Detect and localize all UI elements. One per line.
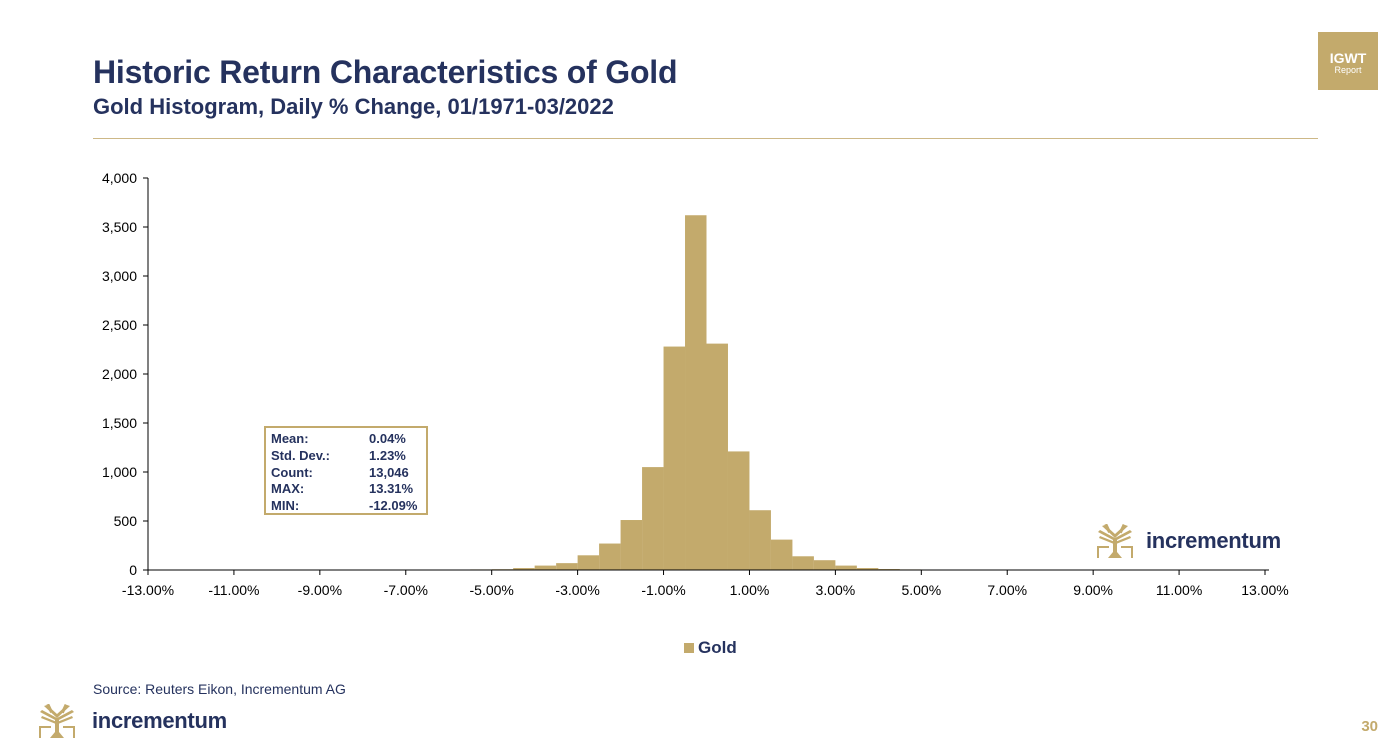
y-tick-label: 2,500: [102, 317, 137, 333]
y-tick-label: 0: [129, 562, 137, 578]
tree-logo-icon: [39, 704, 75, 738]
slide-title: Historic Return Characteristics of Gold: [93, 54, 678, 90]
histogram-bar: [835, 565, 857, 570]
x-axis-ticks: -13.00% -11.00% -9.00% -7.00% -5.00% -3.00% -1…: [122, 570, 1289, 598]
x-tick-label: 9.00%: [1073, 582, 1113, 598]
badge-sub-text: Report: [1334, 65, 1362, 75]
stat-row-std-dev: Std. Dev.: 1.23%: [271, 448, 422, 465]
histogram-bar: [577, 555, 600, 570]
x-tick-label: 3.00%: [816, 582, 856, 598]
x-tick-label: 7.00%: [987, 582, 1027, 598]
page-number: 30: [1361, 718, 1378, 735]
histogram-bar: [534, 565, 557, 570]
x-tick-label: -9.00%: [298, 582, 342, 598]
histogram-bar: [727, 451, 750, 570]
histogram-bar: [770, 539, 793, 570]
histogram-bar: [642, 467, 664, 570]
histogram-bar: [663, 346, 686, 570]
stat-value: 1.23%: [369, 447, 406, 463]
stat-value: 13.31%: [369, 481, 414, 497]
histogram-bar: [513, 568, 535, 570]
stat-label: MIN:: [271, 498, 300, 514]
histogram-bar: [792, 556, 814, 570]
y-tick-label: 3,000: [102, 268, 137, 284]
stat-value: -12.09%: [369, 498, 418, 514]
x-tick-label: 5.00%: [901, 582, 941, 598]
histogram-bar: [856, 568, 879, 570]
stat-row-count: Count: 13,046: [271, 465, 422, 482]
incrementum-logo-chart: incrementum: [1096, 524, 1281, 558]
histogram-bar: [599, 543, 621, 570]
stat-value: 0.04%: [369, 431, 406, 446]
brand-name: incrementum: [1146, 528, 1281, 553]
y-tick-label: 2,000: [102, 366, 137, 382]
stat-label: MAX:: [271, 481, 305, 497]
x-tick-label: -13.00%: [122, 582, 174, 598]
x-tick-label: -3.00%: [555, 582, 599, 598]
y-tick-label: 1,000: [102, 464, 137, 480]
slide-subtitle: Gold Histogram, Daily % Change, 01/1971-…: [93, 94, 614, 119]
x-tick-label: 13.00%: [1241, 582, 1288, 598]
statistics-box: Mean: 0.04% Std. Dev.: 1.23% Count: 13,0…: [264, 426, 428, 515]
legend-label-gold: Gold: [698, 638, 737, 657]
y-tick-label: 3,500: [102, 219, 137, 235]
x-tick-label: 11.00%: [1156, 582, 1202, 598]
stat-label: Std. Dev.:: [271, 447, 330, 463]
stat-row-min: MIN: -12.09%: [271, 498, 422, 515]
x-tick-label: -1.00%: [641, 582, 685, 598]
stat-row-max: MAX: 13.31%: [271, 481, 422, 498]
header-divider: [93, 138, 1318, 139]
stat-value: 13,046: [369, 464, 409, 480]
histogram-bar: [685, 215, 707, 571]
histogram-bar: [706, 343, 728, 570]
y-tick-label: 500: [114, 513, 138, 529]
histogram-bar: [813, 560, 836, 570]
histogram-bar: [556, 563, 578, 570]
histogram-bars: [448, 215, 943, 571]
chart-legend: Gold: [684, 638, 737, 658]
brand-name: incrementum: [92, 708, 227, 733]
source-note: Source: Reuters Eikon, Incrementum AG: [93, 681, 346, 697]
x-tick-label: -11.00%: [208, 582, 259, 598]
tree-logo-icon: [1097, 524, 1133, 558]
stat-row-mean: Mean: 0.04%: [271, 431, 422, 448]
x-tick-label: 1.00%: [730, 582, 770, 598]
badge-main-text: IGWT: [1329, 50, 1367, 66]
x-tick-label: -5.00%: [470, 582, 514, 598]
igwt-report-badge: IGWT Report: [1318, 32, 1378, 90]
histogram-bar: [749, 510, 771, 570]
stat-label: Count:: [271, 464, 313, 480]
y-tick-label: 4,000: [102, 170, 137, 186]
y-tick-label: 1,500: [102, 415, 137, 431]
histogram-bar: [620, 520, 643, 570]
stat-label: Mean:: [271, 431, 309, 446]
y-axis-ticks: 0 500 1,000 1,500 2,000 2,500 3,000 3,500 4,000: [102, 170, 148, 578]
x-tick-label: -7.00%: [384, 582, 428, 598]
incrementum-logo-footer: incrementum: [38, 704, 227, 738]
legend-swatch-gold: [684, 643, 694, 653]
